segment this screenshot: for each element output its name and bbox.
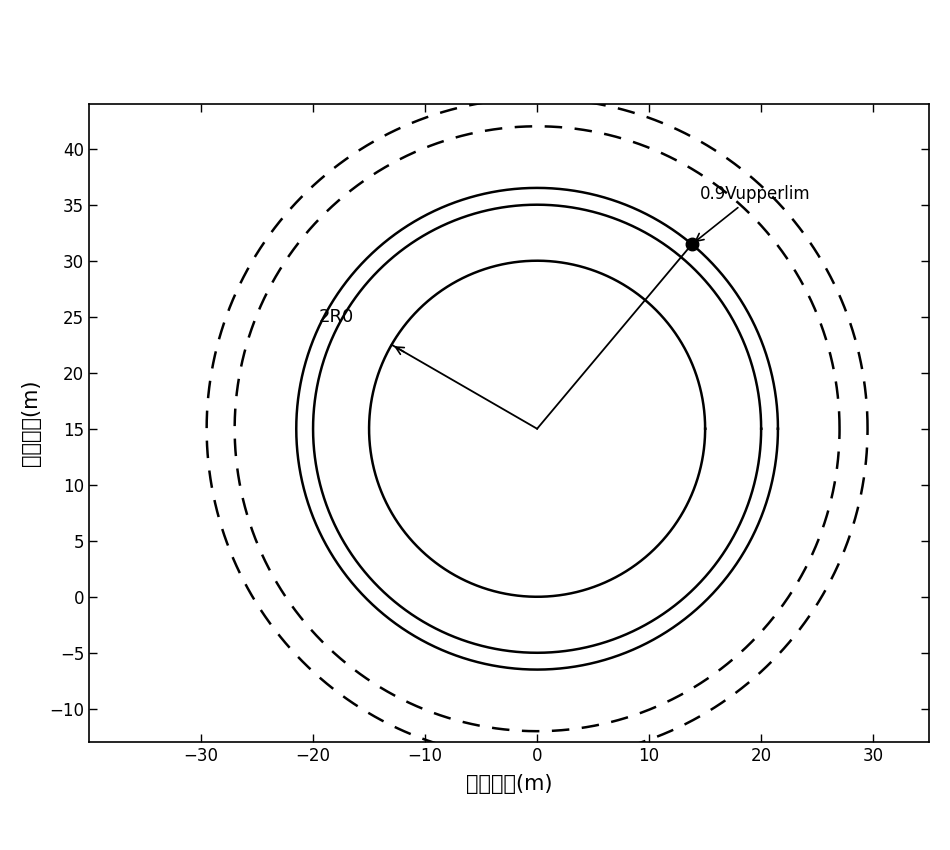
Text: 0.9Vupperlim: 0.9Vupperlim	[695, 185, 810, 241]
X-axis label: 横向位置(m): 横向位置(m)	[466, 774, 552, 794]
Text: 2R0: 2R0	[318, 309, 354, 326]
Y-axis label: 纵向位置(m): 纵向位置(m)	[21, 380, 41, 467]
